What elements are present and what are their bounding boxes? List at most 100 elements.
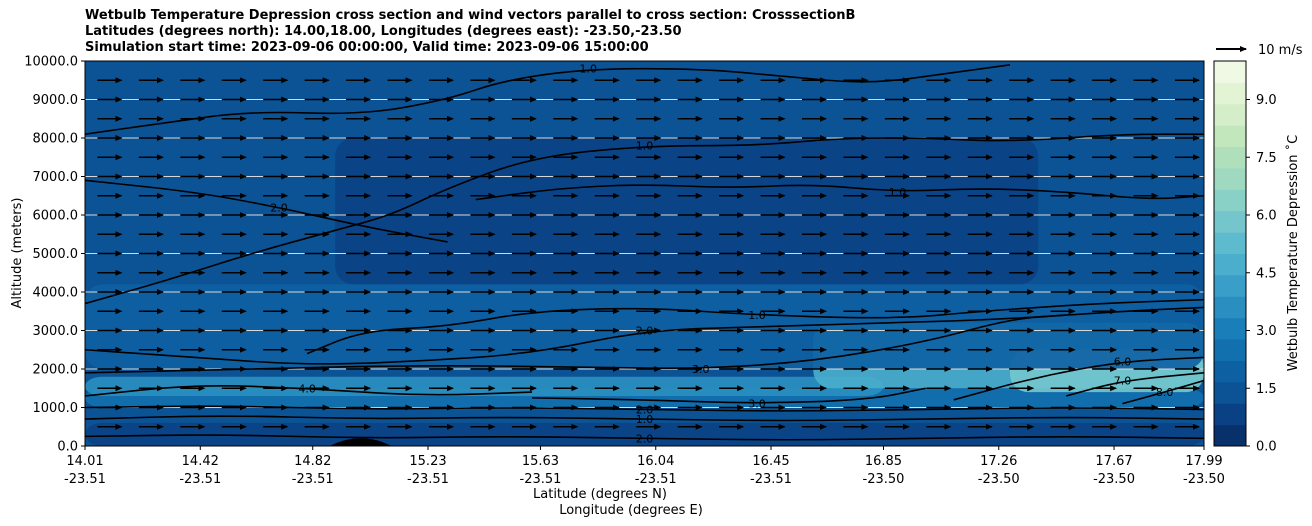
y-tick-label-8: 8000.0 (33, 132, 79, 147)
x-tick-label-lat-9: 17.67 (1095, 454, 1132, 469)
colorbar-frame (1213, 60, 1247, 447)
terrain (329, 438, 392, 446)
colorbar-segment-2 (1214, 381, 1246, 404)
x-tick-label-lon-5: -23.51 (635, 472, 677, 487)
colorbar-segment-10 (1214, 210, 1246, 233)
colorbar-label: Wetbulb Temperature Depression ˚C (1285, 135, 1301, 372)
contour-label-2: 1.0 (889, 186, 907, 199)
x-axis-label-lat: Latitude (degrees N) (533, 487, 667, 502)
contour-label-1: 1.0 (636, 140, 654, 153)
x-tick-label-lon-8: -23.50 (978, 472, 1020, 487)
colorbar-tick-label-0: 0.0 (1256, 440, 1277, 455)
colorbar-segment-12 (1214, 167, 1246, 190)
x-axis-label-lon: Longitude (degrees E) (559, 503, 703, 518)
wind-vectors (97, 77, 1200, 430)
contour-line-12 (85, 405, 1204, 412)
contour-label-11: 8.0 (1156, 386, 1174, 399)
colorbar-segment-13 (1214, 146, 1246, 169)
x-tick-label-lon-3: -23.51 (407, 472, 449, 487)
colorbar-tick-label-2: 3.0 (1256, 324, 1277, 339)
contour-line-1 (85, 133, 1204, 305)
x-tick-label-lat-0: 14.01 (66, 454, 103, 469)
contour-label-9: 6.0 (1114, 355, 1132, 368)
y-tick-label-3: 3000.0 (33, 324, 79, 339)
colorbar-segment-1 (1214, 403, 1246, 426)
contour-label-5: 2.0 (270, 201, 288, 214)
colorbar-segment-17 (1214, 61, 1246, 83)
colorbar-tick-label-6: 9.0 (1256, 93, 1277, 108)
y-tick-label-4: 4000.0 (33, 286, 79, 301)
contour-line-4 (85, 306, 1204, 365)
field-region-7 (335, 138, 1039, 285)
contour-label-13: 1.0 (636, 413, 654, 426)
contour-line-3 (306, 298, 1204, 355)
contour-line-2 (475, 184, 1204, 201)
x-tick-label-lat-3: 15.23 (409, 454, 446, 469)
terrain-shape (329, 438, 392, 446)
y-axis: 0.0 1000.0 2000.0 3000.0 4000.0 5000.0 6000.0 7… (24, 55, 85, 455)
colorbar-tick-label-3: 4.5 (1256, 266, 1277, 281)
x-tick-label-lon-2: -23.51 (292, 472, 334, 487)
colorbar: 0.0 1.5 3.0 4.5 6.0 7.5 9.0 (1213, 60, 1277, 455)
x-tick-label-lat-2: 14.82 (294, 454, 331, 469)
x-tick-label-lon-0: -23.51 (64, 472, 106, 487)
contour-label-14: 2.0 (636, 432, 654, 445)
x-tick-label-lat-8: 17.26 (980, 454, 1017, 469)
colorbar-segment-3 (1214, 360, 1246, 383)
chart-title-line-1: Wetbulb Temperature Depression cross sec… (85, 8, 856, 23)
y-tick-label-10: 10000.0 (24, 55, 78, 70)
contour-label-10: 7.0 (1114, 375, 1132, 388)
y-tick-label-0: 0.0 (57, 440, 78, 455)
y-tick-label-2: 2000.0 (33, 363, 79, 378)
x-tick-label-lat-4: 15.63 (522, 454, 559, 469)
x-tick-label-lat-6: 16.45 (752, 454, 789, 469)
colorbar-segment-5 (1214, 317, 1246, 340)
x-tick-label-lat-1: 14.42 (182, 454, 219, 469)
wind-reference-key: 10 m/s (1216, 43, 1303, 58)
colorbar-tick-label-1: 1.5 (1256, 382, 1277, 397)
chart-title-line-3: Simulation start time: 2023-09-06 00:00:… (85, 40, 649, 55)
x-tick-label-lon-4: -23.51 (520, 472, 562, 487)
y-tick-label-7: 7000.0 (33, 170, 79, 185)
colorbar-segment-15 (1214, 103, 1246, 126)
x-tick-label-lon-1: -23.51 (179, 472, 221, 487)
x-tick-label-lon-7: -23.50 (863, 472, 905, 487)
contour-line-7 (532, 387, 926, 404)
colorbar-tick-label-4: 6.0 (1256, 209, 1277, 224)
colorbar-segment-0 (1214, 424, 1246, 447)
y-tick-label-6: 6000.0 (33, 209, 79, 224)
contour-lines: 1.01.01.01.02.02.03.03.04.06.07.08.02.01… (85, 63, 1204, 445)
y-tick-label-5: 5000.0 (33, 247, 79, 262)
y-tick-label-9: 9000.0 (33, 93, 79, 108)
x-tick-label-lon-6: -23.51 (750, 472, 792, 487)
contour-label-7: 3.0 (748, 398, 766, 411)
reference-arrow-label: 10 m/s (1258, 43, 1303, 58)
colorbar-segment-16 (1214, 82, 1246, 105)
x-tick-label-lon-9: -23.50 (1093, 472, 1135, 487)
y-tick-label-1: 1000.0 (33, 401, 79, 416)
colorbar-segment-14 (1214, 125, 1246, 148)
x-tick-label-lat-7: 16.85 (865, 454, 902, 469)
colorbar-segment-11 (1214, 189, 1246, 212)
x-tick-label-lat-5: 16.04 (637, 454, 674, 469)
colorbar-segment-9 (1214, 232, 1246, 254)
contour-line-13 (85, 415, 1204, 422)
contour-line-5 (85, 179, 448, 243)
colorbar-tick-label-5: 7.5 (1256, 151, 1277, 166)
contour-label-12: 2.0 (636, 403, 654, 416)
x-tick-label-lon-10: -23.50 (1183, 472, 1225, 487)
contour-line-0 (85, 64, 1011, 135)
contour-line-9 (953, 356, 1204, 401)
contour-line-8 (85, 385, 533, 397)
x-tick-label-lat-10: 17.99 (1185, 454, 1222, 469)
chart-title-line-2: Latitudes (degrees north): 14.00,18.00, … (85, 24, 682, 39)
contour-label-3: 1.0 (748, 309, 766, 322)
colorbar-segment-4 (1214, 339, 1246, 361)
colorbar-segment-8 (1214, 253, 1246, 276)
contour-line-14 (85, 434, 1204, 441)
colorbar-segment-7 (1214, 274, 1246, 297)
colorbar-segment-6 (1214, 296, 1246, 319)
y-axis-label: Altitude (meters) (10, 198, 25, 309)
contour-label-0: 1.0 (580, 63, 598, 76)
